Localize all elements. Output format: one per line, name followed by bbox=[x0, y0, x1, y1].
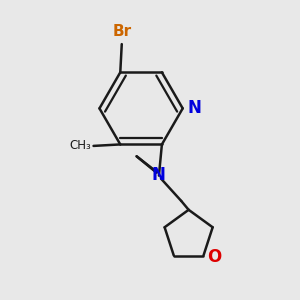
Text: O: O bbox=[207, 248, 221, 266]
Text: N: N bbox=[152, 166, 166, 184]
Text: Br: Br bbox=[112, 24, 131, 39]
Text: N: N bbox=[187, 99, 201, 117]
Text: CH₃: CH₃ bbox=[69, 140, 91, 152]
